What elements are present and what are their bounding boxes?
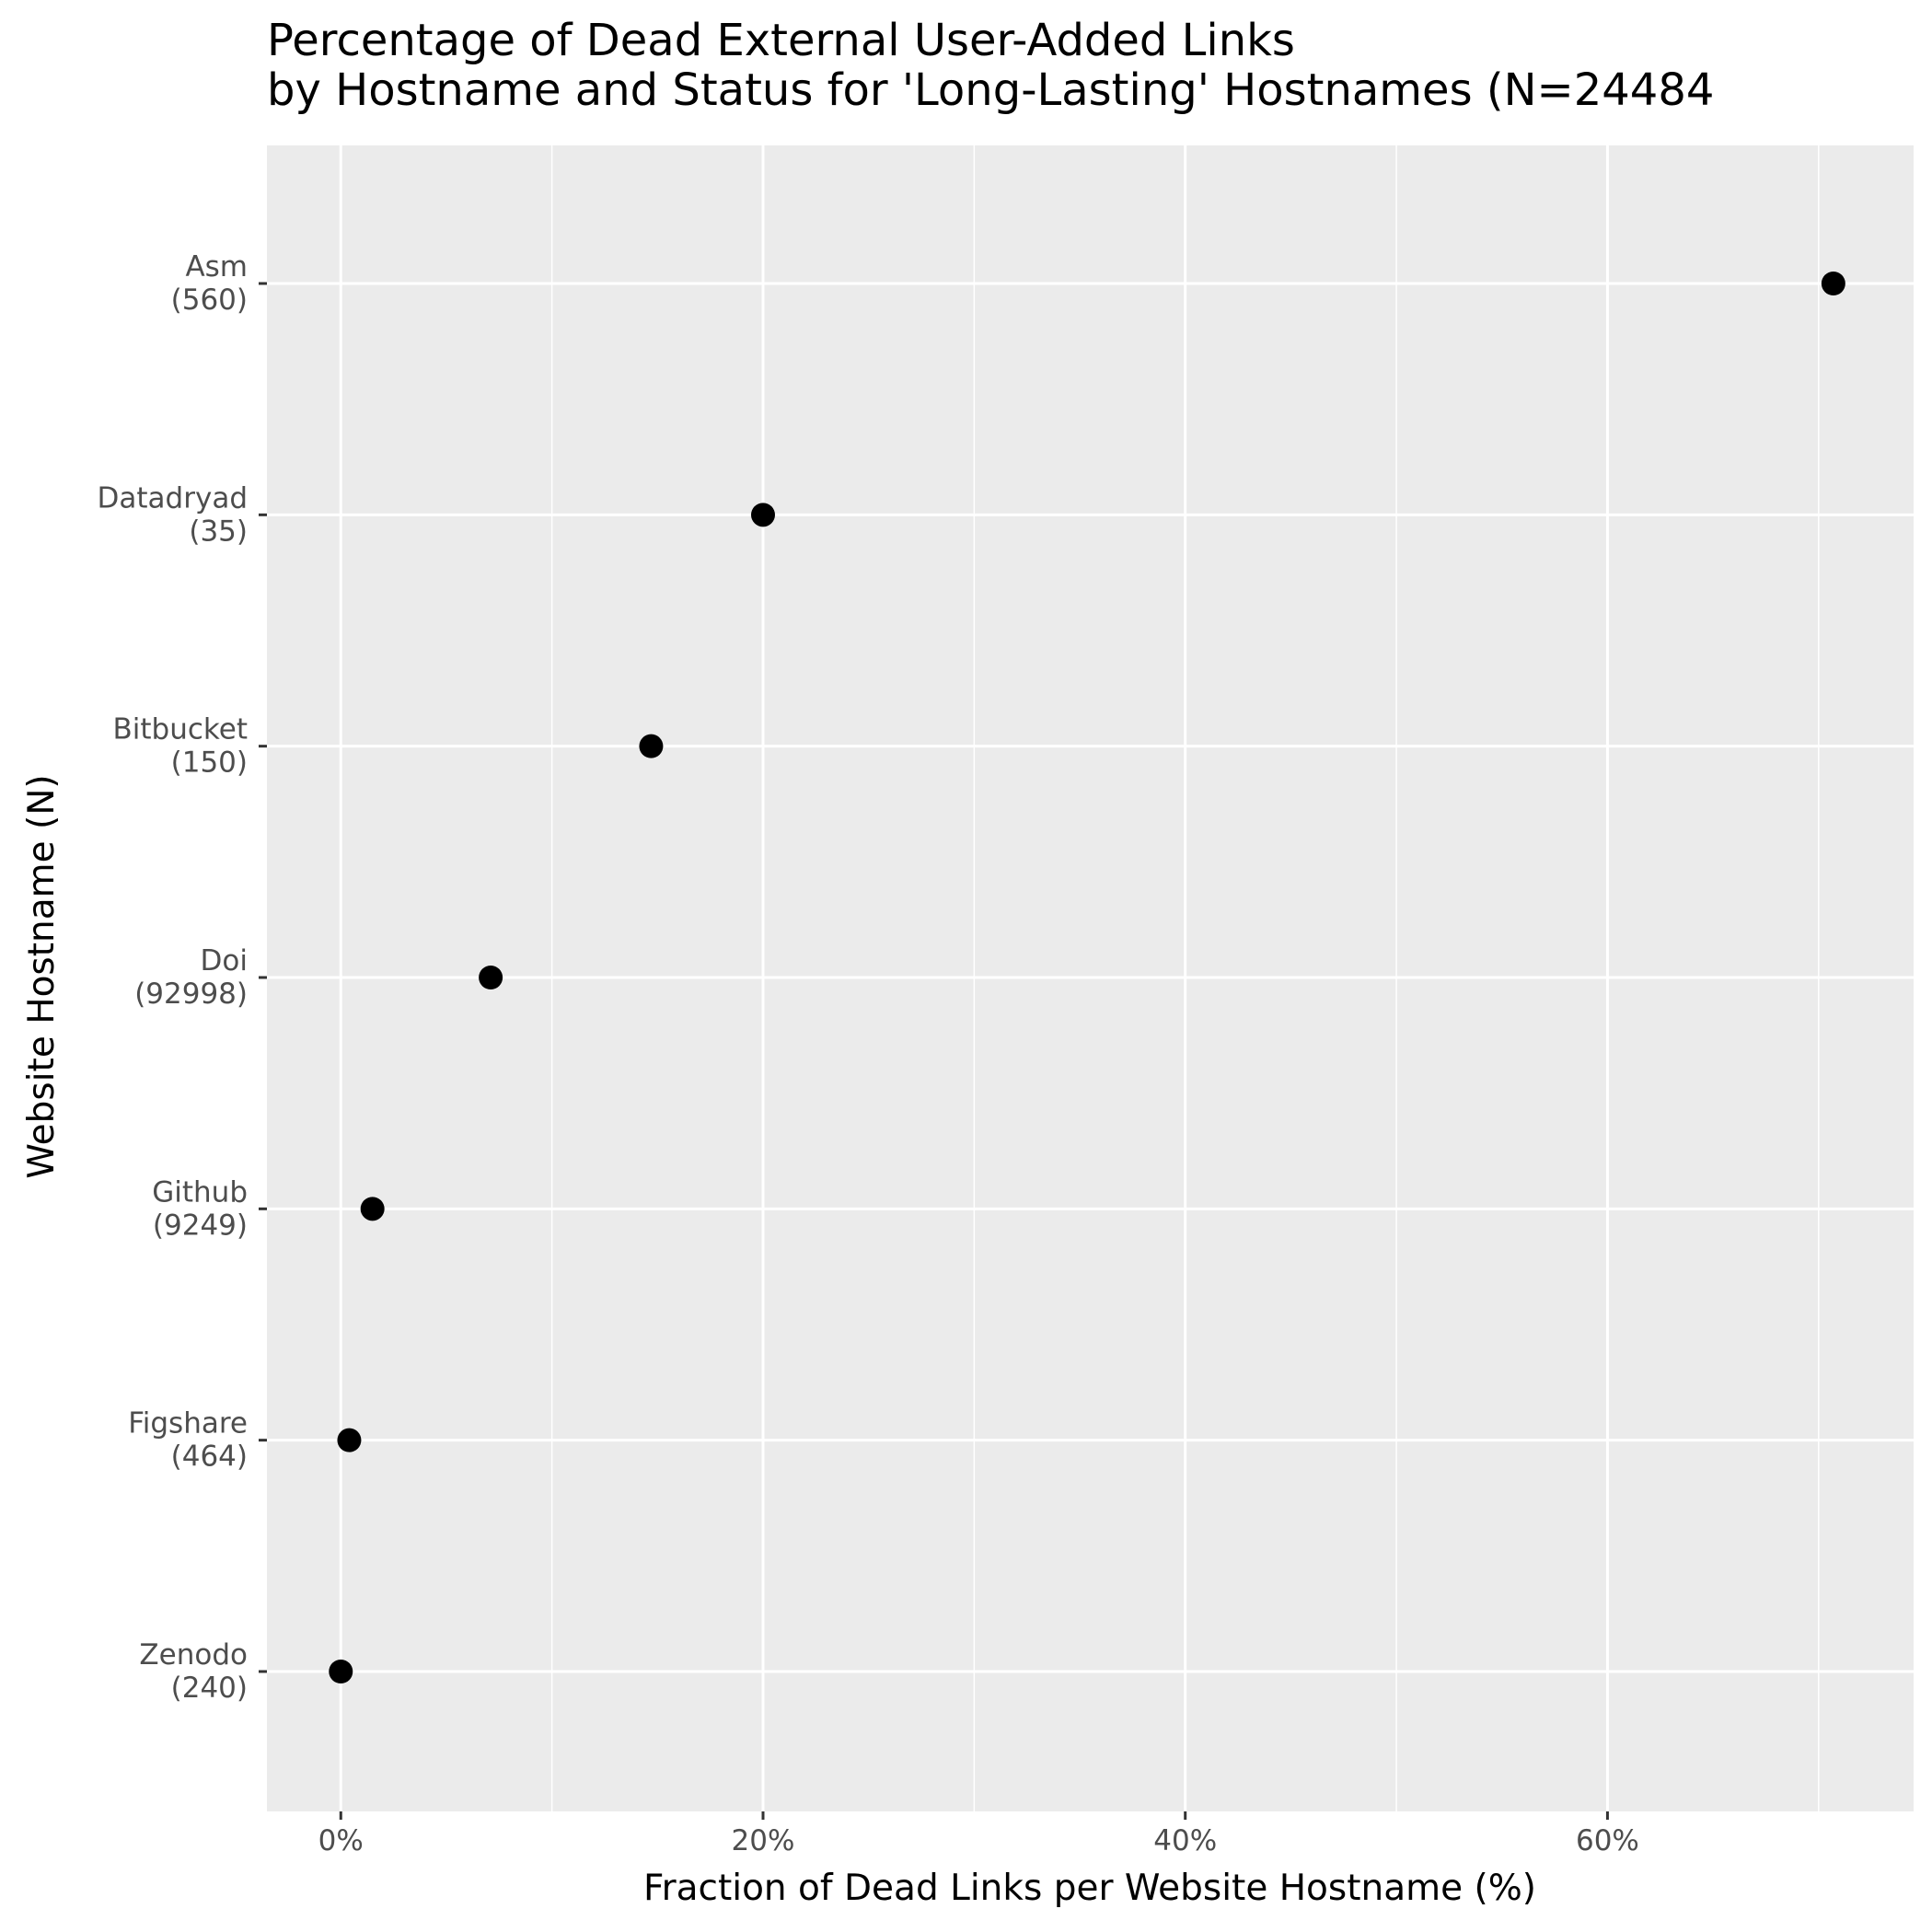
x-tick-label: 40% <box>1153 1824 1217 1857</box>
data-point-zenodo <box>329 1660 353 1683</box>
x-tick-label: 20% <box>732 1824 795 1857</box>
y-tick-label-name: Asm <box>185 250 248 283</box>
y-axis-title: Website Hostname (N) <box>21 774 63 1178</box>
data-point-datadryad <box>750 503 775 527</box>
data-point-bitbucket <box>639 734 664 758</box>
y-tick-label-count: (9249) <box>153 1209 248 1242</box>
chart-subtitle: by Hostname and Status for 'Long-Lasting… <box>267 64 1714 116</box>
y-tick-label-count: (92998) <box>134 978 248 1011</box>
y-tick-label-name: Datadryad <box>98 481 248 515</box>
data-point-figshare <box>337 1428 362 1452</box>
data-point-asm <box>1821 272 1845 295</box>
y-tick-label-count: (464) <box>171 1440 248 1474</box>
x-axis-title: Fraction of Dead Links per Website Hostn… <box>643 1868 1536 1909</box>
x-axis: 0% 20% 40% 60% <box>318 1811 1639 1857</box>
y-tick-label-name: Figshare <box>128 1407 248 1440</box>
x-tick-label: 0% <box>318 1824 364 1857</box>
major-gridlines <box>267 145 1914 1811</box>
y-tick-label-name: Doi <box>201 944 248 978</box>
y-tick-label-count: (35) <box>189 515 248 548</box>
chart-title: Percentage of Dead External User-Added L… <box>267 15 1295 66</box>
y-tick-label-count: (150) <box>171 746 248 780</box>
y-axis: Asm(560)Datadryad(35)Bitbucket(150)Doi(9… <box>98 250 267 1705</box>
y-tick-label-name: Bitbucket <box>113 713 248 746</box>
data-points <box>329 272 1845 1683</box>
y-tick-label-name: Zenodo <box>139 1638 248 1672</box>
y-tick-label-count: (240) <box>171 1672 248 1705</box>
data-point-doi <box>479 966 503 989</box>
data-point-github <box>360 1197 385 1221</box>
y-tick-label-name: Github <box>152 1175 248 1209</box>
x-tick-label: 60% <box>1576 1824 1639 1857</box>
y-tick-label-count: (560) <box>171 283 248 317</box>
